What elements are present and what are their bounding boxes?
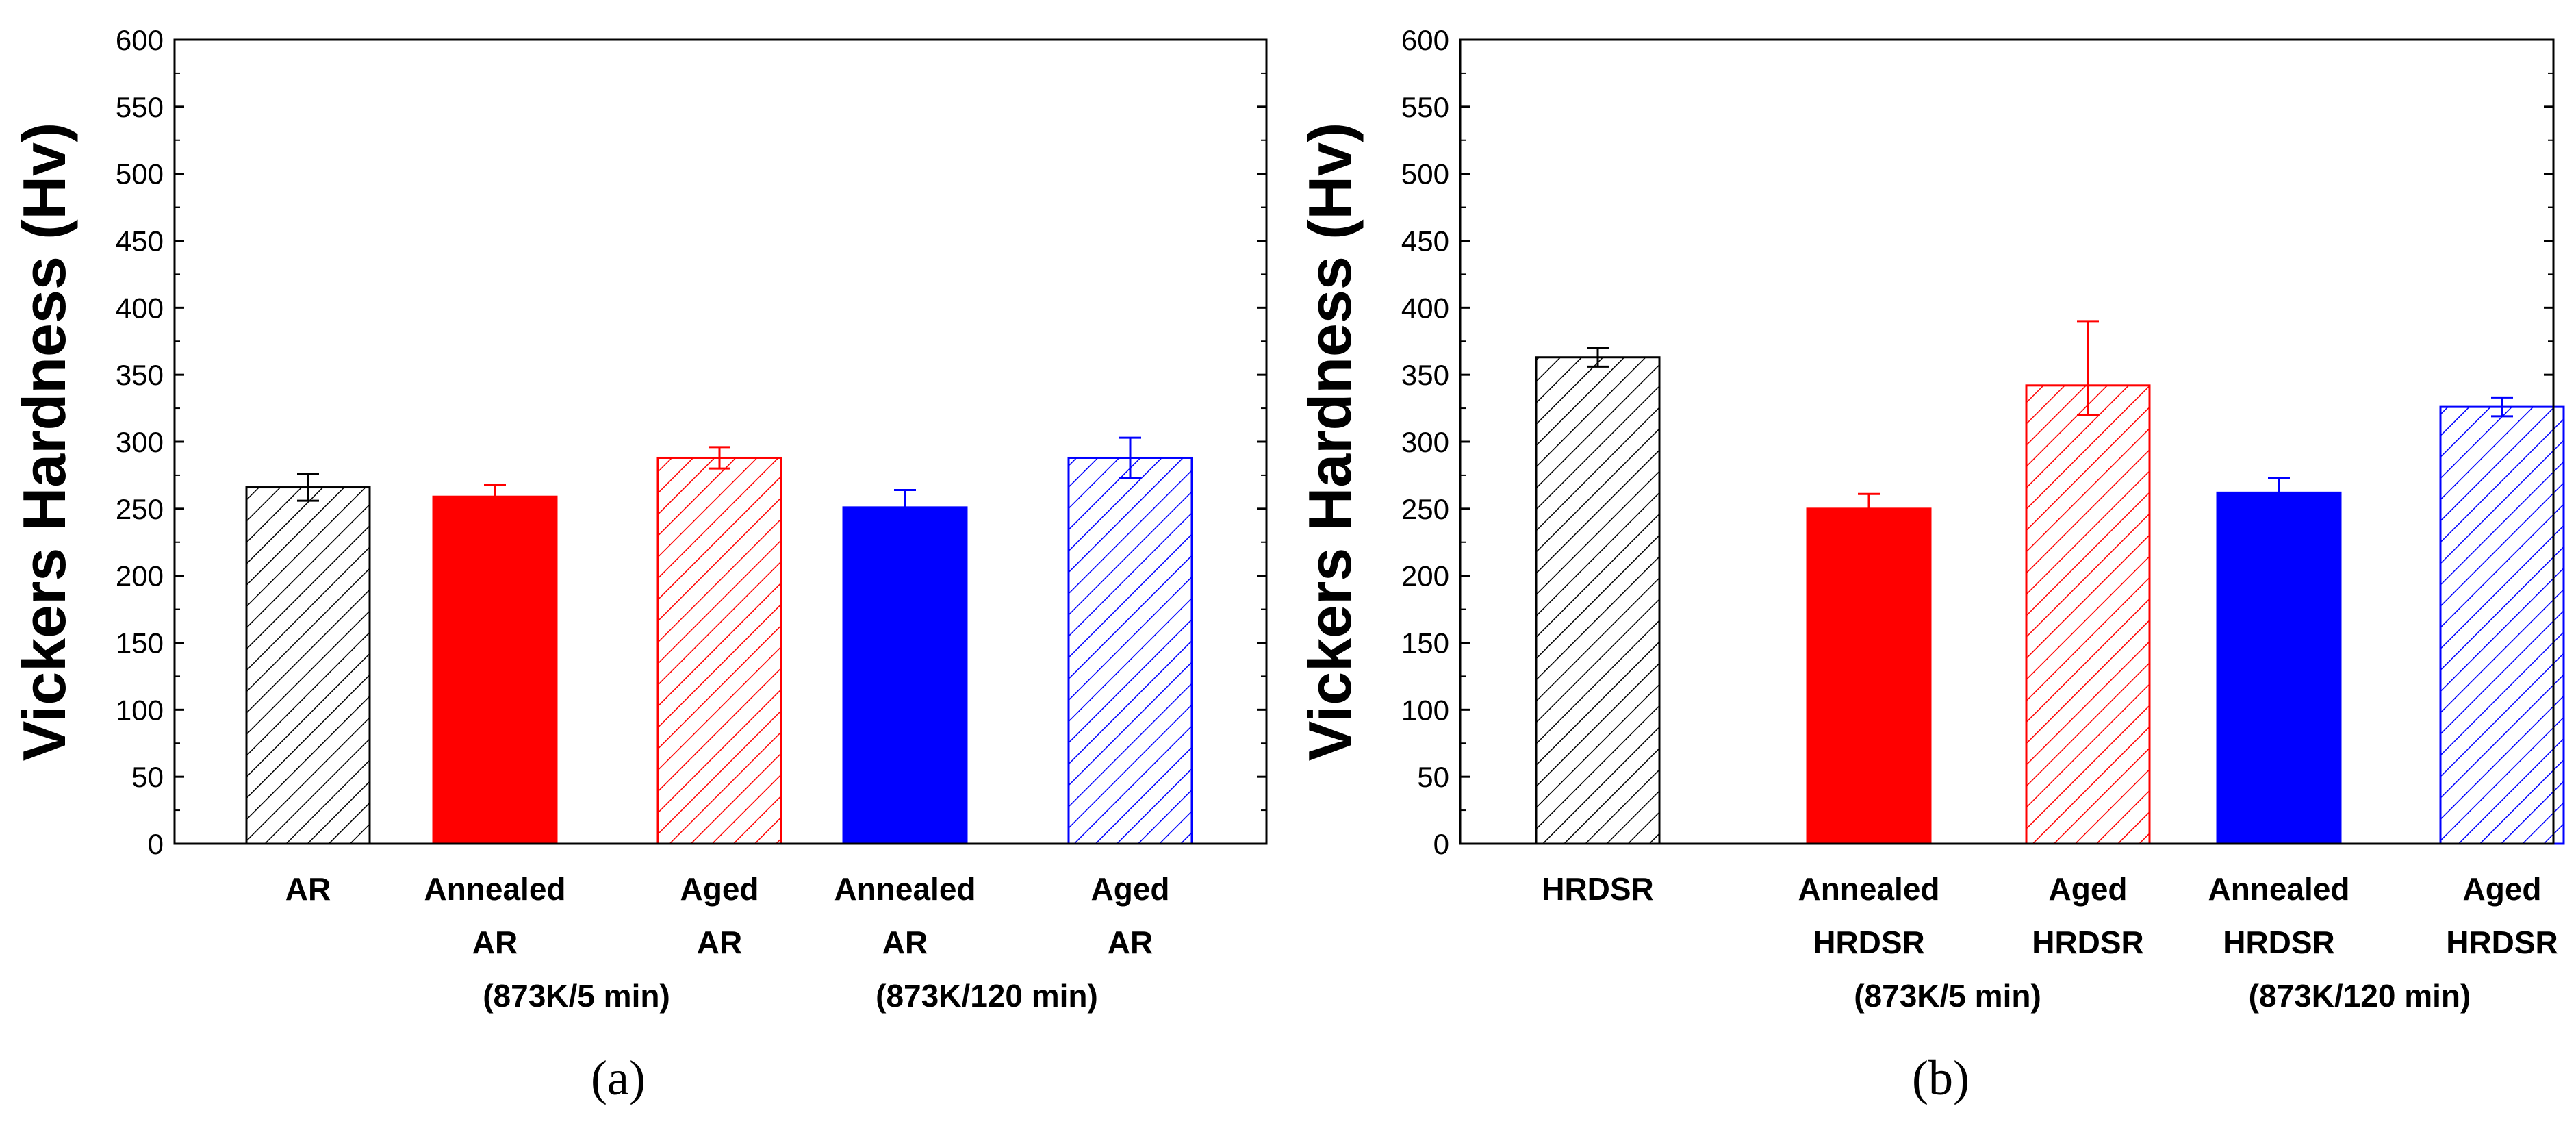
panel-label: (b): [1912, 1051, 1969, 1105]
y-axis-label: Vickers Hardness (Hv): [10, 123, 78, 762]
x-category-label: AR: [285, 871, 331, 907]
y-tick-label: 550: [1401, 91, 1449, 123]
x-category-label: HRDSR: [1542, 871, 1654, 907]
y-tick-label: 0: [1433, 828, 1449, 860]
x-category-label: Aged: [2049, 871, 2128, 907]
y-tick-label: 50: [1417, 761, 1449, 793]
y-tick-label: 350: [1401, 359, 1449, 391]
x-category-label: Annealed: [834, 871, 975, 907]
chart-panel-a: 0 50 100 150 200 250 300 350 400 450 500 550 600 Vick…: [10, 24, 1268, 1105]
x-category-label: HRDSR: [2446, 925, 2558, 960]
x-group-label: (873K/120 min): [876, 978, 1098, 1014]
bar: [2025, 384, 2151, 845]
x-category-label: Annealed: [2208, 871, 2349, 907]
y-tick-label: 100: [1401, 694, 1449, 726]
bar: [2216, 491, 2342, 845]
y-tick-label: 400: [1401, 292, 1449, 324]
plot-frame: [173, 38, 1268, 845]
x-category-label: AR: [1108, 925, 1153, 960]
bar: [432, 495, 558, 845]
y-tick-label: 450: [116, 225, 164, 258]
y-tick-label: 600: [1401, 24, 1449, 56]
y-tick-label: 600: [116, 24, 164, 56]
bar: [1067, 456, 1193, 845]
y-tick-label: 100: [116, 694, 164, 726]
x-category-label: HRDSR: [2032, 925, 2144, 960]
y-tick-label: 250: [116, 493, 164, 525]
x-group-label: (873K/5 min): [1854, 978, 2041, 1014]
x-category-label: HRDSR: [2223, 925, 2335, 960]
plot-frame: [1459, 38, 2555, 845]
y-tick-label: 550: [116, 91, 164, 123]
x-group-label: (873K/5 min): [483, 978, 670, 1014]
x-category-label: Annealed: [1798, 871, 1939, 907]
y-tick-label: 150: [116, 627, 164, 660]
x-category-label: Aged: [1091, 871, 1170, 907]
y-tick-label: 300: [1401, 426, 1449, 458]
bar: [245, 486, 371, 845]
bar: [1806, 507, 1932, 845]
x-category-label: AR: [697, 925, 742, 960]
x-category-label: Annealed: [424, 871, 565, 907]
y-axis-label: Vickers Hardness (Hv): [1296, 123, 1364, 762]
y-tick-label: 150: [1401, 627, 1449, 660]
y-tick-label: 350: [116, 359, 164, 391]
y-tick-label: 250: [1401, 493, 1449, 525]
y-tick-label: 500: [116, 158, 164, 190]
bar: [842, 506, 968, 845]
bar: [656, 456, 782, 845]
x-group-label: (873K/120 min): [2249, 978, 2471, 1014]
x-category-label: Aged: [680, 871, 759, 907]
x-category-label: AR: [472, 925, 518, 960]
y-tick-label: 200: [1401, 560, 1449, 592]
y-tick-label: 0: [148, 828, 164, 860]
y-tick-label: 50: [131, 761, 164, 793]
chart-panel-b: 0 50 100 150 200 250 300 350 400 450 500 550 600 Vick…: [1296, 24, 2565, 1105]
y-tick-label: 400: [116, 292, 164, 324]
y-tick-label: 300: [116, 426, 164, 458]
x-category-label: HRDSR: [1813, 925, 1925, 960]
x-category-label: AR: [882, 925, 928, 960]
y-tick-label: 450: [1401, 225, 1449, 258]
y-tick-label: 500: [1401, 158, 1449, 190]
bar: [2439, 405, 2565, 845]
bar: [1535, 356, 1661, 845]
x-category-label: Aged: [2463, 871, 2542, 907]
panel-label: (a): [591, 1051, 646, 1105]
y-tick-label: 200: [116, 560, 164, 592]
